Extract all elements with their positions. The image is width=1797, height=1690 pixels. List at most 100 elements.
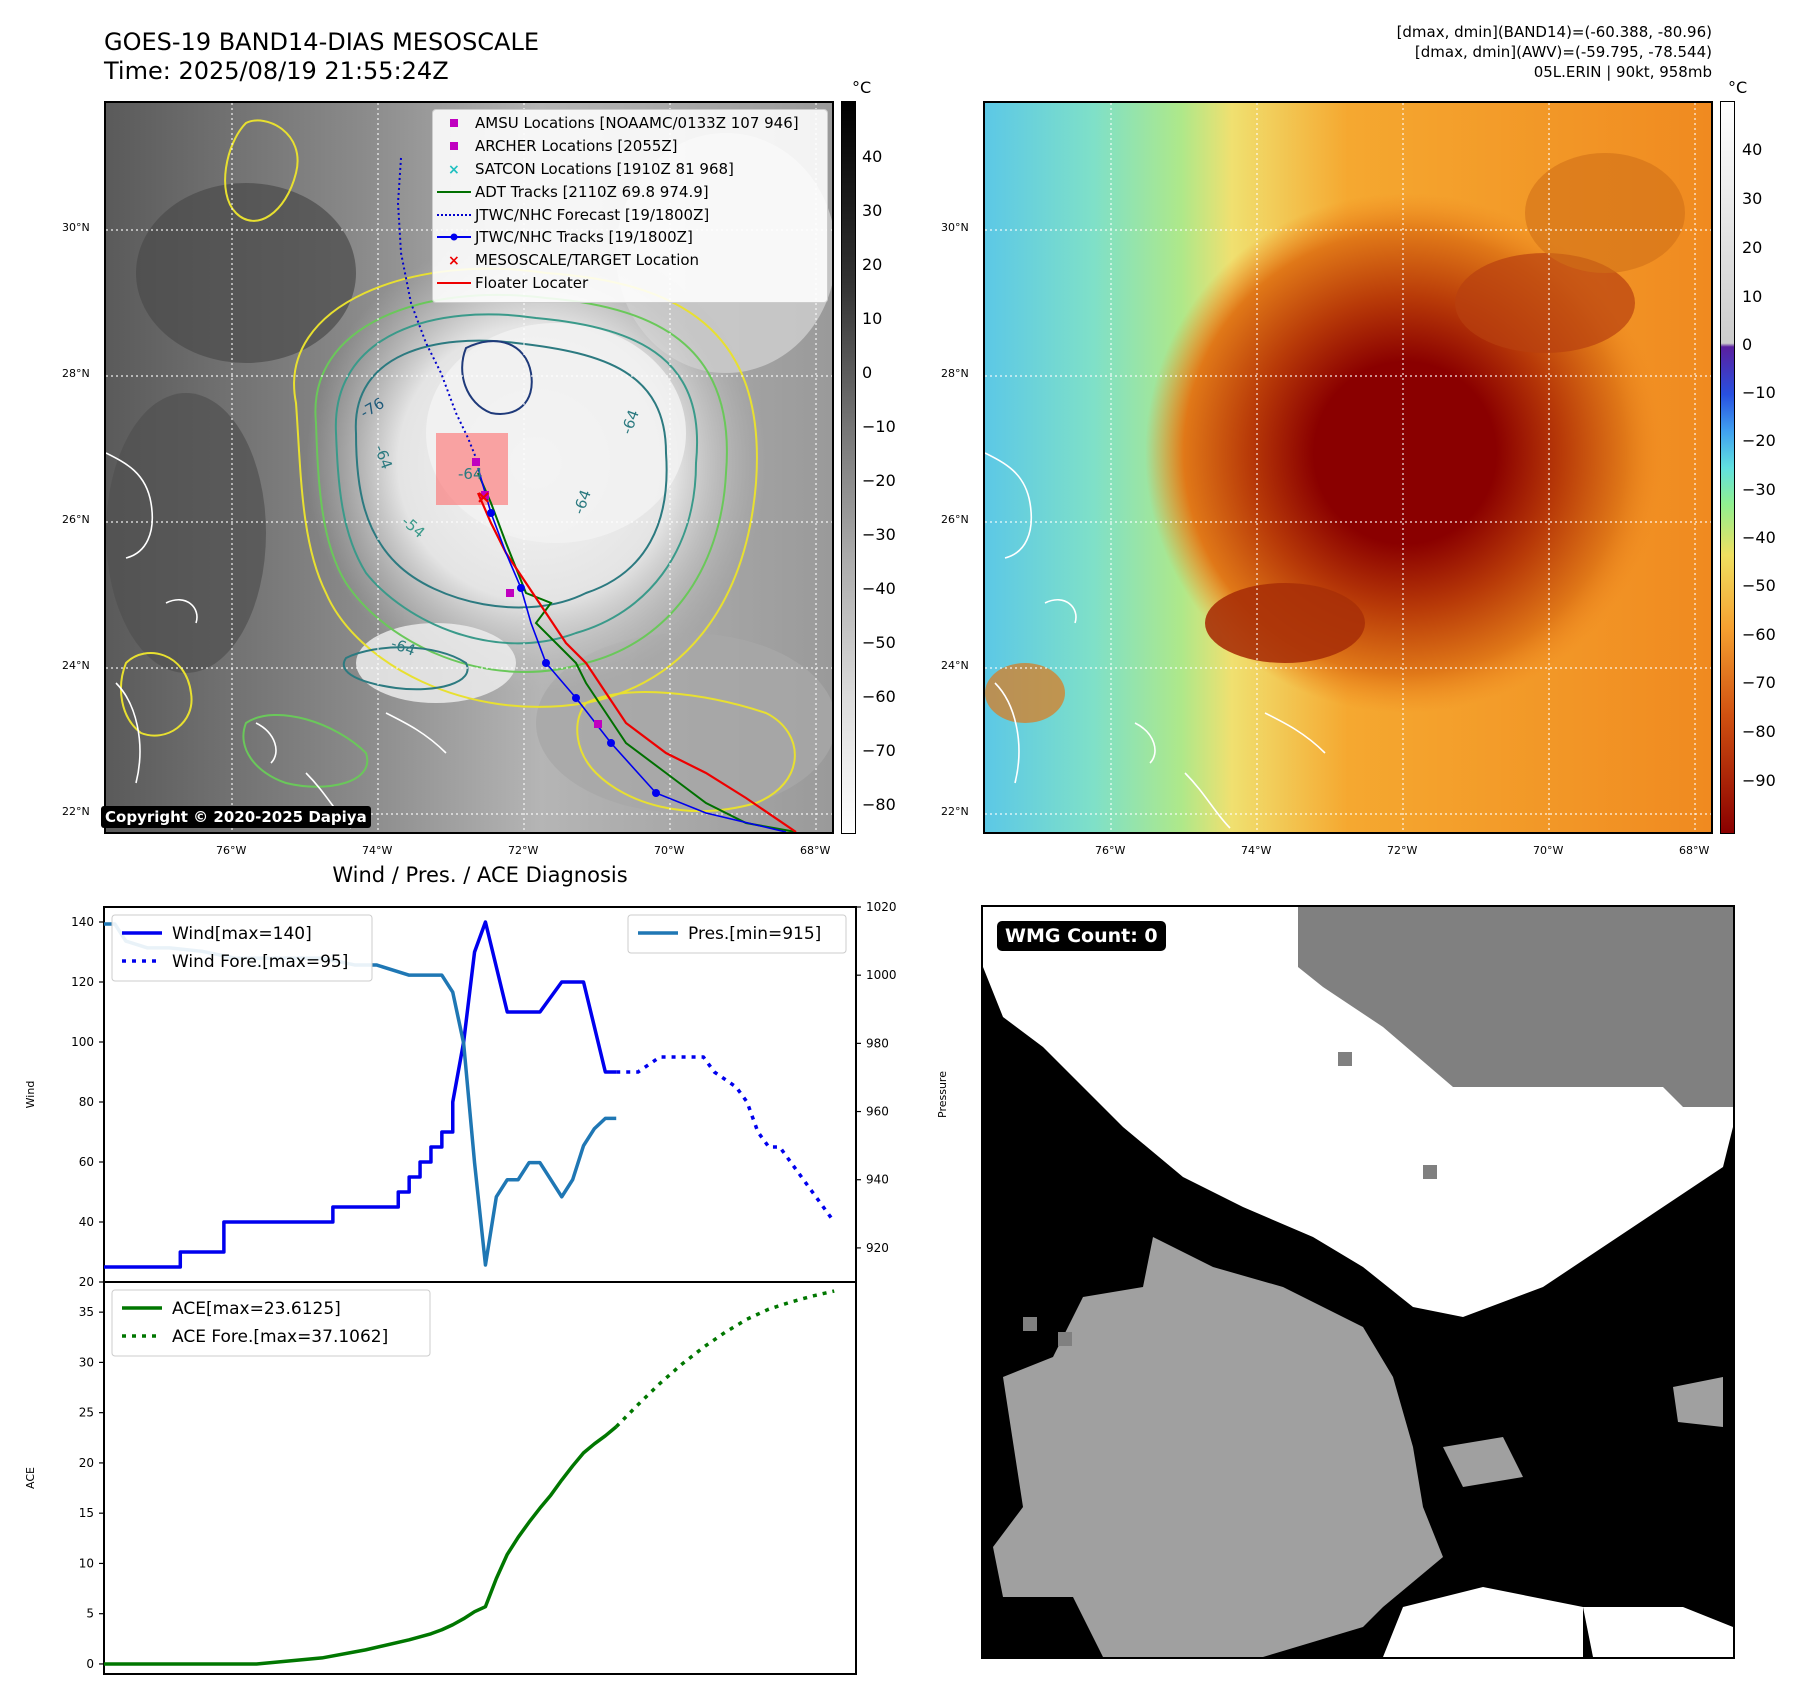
y-tick-label: 30: [79, 1355, 94, 1369]
map-lon-tick: 76°W: [216, 844, 247, 857]
colorbar-right-tick: −20: [1742, 431, 1776, 450]
y-tick-label: 40: [79, 1215, 94, 1229]
contour-label: -64: [458, 465, 483, 483]
colorbar-left-tick: −80: [862, 795, 896, 814]
legend-label: ACE[max=23.6125]: [172, 1299, 341, 1319]
y-tick-label: 60: [79, 1155, 94, 1169]
map-legend-item: JTWC/NHC Forecast [19/1800Z]: [433, 203, 827, 226]
map-lon-tick: 74°W: [362, 844, 393, 857]
y-tick-label: 25: [79, 1406, 94, 1420]
colorbar-left-tick: 30: [862, 201, 883, 220]
colorbar-left-tick: −40: [862, 579, 896, 598]
map-legend-item: Floater Locater: [433, 272, 827, 295]
colorbar-right-tick: −30: [1742, 480, 1776, 499]
colorbar-left-tick: −30: [862, 525, 896, 544]
legend-symbol-icon: [433, 139, 475, 153]
y-right-tick-label: 920: [866, 1241, 889, 1255]
chart-legend: ACE[max=23.6125] ACE Fore.[max=37.1062]: [111, 1289, 431, 1357]
legend-symbol-icon: [433, 116, 475, 130]
legend-symbol-icon: ×: [433, 162, 475, 178]
colorbar-left-tick: −20: [862, 471, 896, 490]
title-line-1: GOES-19 BAND14-DIAS MESOSCALE: [104, 28, 540, 56]
colorbar-right-tick: 10: [1742, 287, 1763, 306]
legend-symbol-icon: [433, 185, 475, 199]
map-lat-tick: 22°N: [62, 805, 90, 818]
map-lat-tick: 28°N: [62, 367, 90, 380]
legend-label: Floater Locater: [475, 273, 589, 292]
figure-title: GOES-19 BAND14-DIAS MESOSCALE Time: 2025…: [104, 28, 539, 86]
y-tick-label: 20: [79, 1456, 94, 1470]
legend-box: [627, 914, 847, 954]
y-right-tick-label: 980: [866, 1036, 889, 1050]
map-lat-tick: 30°N: [941, 221, 969, 234]
colorbar-left-unit: °C: [852, 78, 872, 97]
legend-label: JTWC/NHC Forecast [19/1800Z]: [475, 205, 710, 224]
colorbar-right-tick: 0: [1742, 335, 1753, 354]
y-tick-label: 120: [71, 975, 94, 989]
legend-label: AMSU Locations [NOAAMC/0133Z 107 946]: [475, 114, 799, 133]
colorbar-left-tick: −50: [862, 633, 896, 652]
colorbar-left-tick: −70: [862, 741, 896, 760]
svg-text:×: ×: [476, 487, 491, 508]
ace-chart: 0 5 10 15 20 25 30 35 ACE ACE[max=23.6125] ACE For…: [24, 1281, 857, 1675]
y-tick-label: 140: [71, 915, 94, 929]
info-line-2: [dmax, dmin](AWV)=(-59.795, -78.544): [1414, 43, 1712, 61]
map-lat-tick: 22°N: [941, 805, 969, 818]
y-right-tick-label: 960: [866, 1105, 889, 1119]
colorbar-right-tick: 40: [1742, 140, 1763, 159]
legend-label: JTWC/NHC Tracks [19/1800Z]: [475, 228, 693, 247]
map-legend-item: ARCHER Locations [2055Z]: [433, 135, 827, 158]
colorbar-right-tick: −70: [1742, 673, 1776, 692]
y-right-axis-label: Pressure: [936, 1071, 949, 1118]
colorbar-left-tick: −60: [862, 687, 896, 706]
map-lat-tick: 24°N: [62, 659, 90, 672]
colorbar-right-tick: −80: [1742, 722, 1776, 741]
forecast-track: [396, 157, 477, 459]
svg-text:×: ×: [448, 162, 460, 176]
map-lat-tick: 28°N: [941, 367, 969, 380]
map-legend: AMSU Locations [NOAAMC/0133Z 107 946] ARC…: [432, 109, 828, 303]
map-lon-tick: 72°W: [508, 844, 539, 857]
y-right-tick-label: 1000: [866, 968, 897, 982]
colorbar-right-tick: 30: [1742, 189, 1763, 208]
adt-track: [477, 472, 797, 832]
legend-label: ACE Fore.[max=37.1062]: [172, 1327, 388, 1347]
info-line-3: 05L.ERIN | 90kt, 958mb: [1533, 63, 1712, 81]
wmg-mask-image: [983, 907, 1733, 1657]
map-lon-tick: 72°W: [1387, 844, 1418, 857]
title-line-2: Time: 2025/08/19 21:55:24Z: [104, 57, 449, 85]
legend-label: ADT Tracks [2110Z 69.8 974.9]: [475, 182, 709, 201]
awv-map-panel: [983, 101, 1713, 834]
map-lon-tick: 68°W: [800, 844, 831, 857]
y-tick-label: 5: [86, 1607, 94, 1621]
y-axis-label: Wind: [24, 1081, 37, 1109]
series-line: [104, 1425, 618, 1666]
y-axis-label: ACE: [24, 1467, 37, 1489]
legend-symbol-icon: [433, 208, 475, 222]
colorbar-left-tick: 10: [862, 309, 883, 328]
wmg-panel: [981, 905, 1735, 1659]
map-legend-item: × MESOSCALE/TARGET Location: [433, 249, 827, 272]
map-lon-tick: 70°W: [1533, 844, 1564, 857]
legend-symbol-icon: [433, 276, 475, 290]
legend-symbol-icon: [433, 230, 475, 244]
y-tick-label: 80: [79, 1095, 94, 1109]
map-legend-item: JTWC/NHC Tracks [19/1800Z]: [433, 226, 827, 249]
legend-symbol-icon: ×: [433, 253, 475, 269]
copyright-badge: Copyright © 2020-2025 Dapiya: [101, 806, 371, 828]
info-line-1: [dmax, dmin](BAND14)=(-60.388, -80.96): [1396, 23, 1712, 41]
y-tick-label: 35: [79, 1305, 94, 1319]
legend-label: SATCON Locations [1910Z 81 968]: [475, 159, 734, 178]
chart-legend: Pres.[min=915]: [627, 914, 847, 954]
map-lon-tick: 74°W: [1241, 844, 1272, 857]
legend-label: ARCHER Locations [2055Z]: [475, 137, 678, 156]
colorbar-right-tick: −10: [1742, 383, 1776, 402]
series-line: [104, 920, 617, 1269]
colorbar-right-tick: −90: [1742, 771, 1776, 790]
colorbar-left-tick: 0: [862, 363, 873, 382]
map-legend-item: AMSU Locations [NOAAMC/0133Z 107 946]: [433, 112, 827, 135]
y-tick-label: 10: [79, 1556, 94, 1570]
colorbar-left-tick: 40: [862, 147, 883, 166]
map-legend-item: ADT Tracks [2110Z 69.8 974.9]: [433, 180, 827, 203]
legend-label: Pres.[min=915]: [688, 924, 821, 944]
